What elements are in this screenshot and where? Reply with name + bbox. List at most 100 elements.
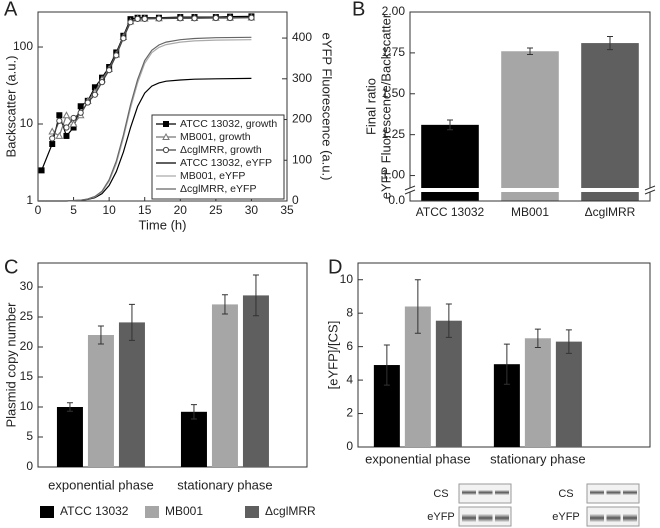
marker [91,91,99,98]
y-tick-label: 2 [346,406,353,420]
legend-label: ΔcglMRR, eYFP [180,183,256,195]
marker [56,117,63,124]
legend-label: MB001, eYFP [180,170,245,182]
y-tick-label: 0 [26,459,33,473]
legend-label: ATCC 13032, growth [180,118,277,130]
marker [49,135,56,142]
bar [118,322,145,467]
marker [77,103,84,110]
blot-band [462,490,476,495]
y-tick-label: 10 [20,116,34,130]
error-bar [607,36,613,51]
axis-break-gap [404,188,656,192]
y-tick-label: 1.75 [382,45,406,59]
x-tick-label: 5 [70,203,77,217]
marker [62,111,71,119]
series-line [38,36,252,202]
x-tick-label: exponential phase [48,477,154,492]
x-tick-label: stationary phase [490,451,585,466]
x-tick-label: exponential phase [365,451,471,466]
error-bar [565,329,572,354]
marker [77,109,84,116]
y-tick-label: 6 [346,339,353,353]
y-axis-label: eYFP Fluorescence/Backscatter [378,13,393,199]
marker [248,14,255,21]
marker [70,114,77,122]
marker [191,15,198,22]
x-tick-label: ΔcglMRR [585,205,636,219]
marker [155,15,163,22]
bar [501,51,559,201]
x-tick-label: 0 [35,203,42,217]
panel-letter: B [352,0,365,20]
y-tick-label: 25 [20,309,34,323]
marker [177,15,184,22]
marker [212,14,219,22]
panel-letter: A [4,0,18,20]
panel-letter: C [4,256,18,278]
marker [113,52,120,59]
error-bar [66,402,73,412]
legend-label: ΔcglMRR, growth [180,144,262,156]
blot-band [478,514,493,522]
x-axis-label: Time (h) [139,217,187,232]
blot-band [623,514,637,522]
error-bar [534,328,541,348]
blot-label: CS [558,488,573,500]
panel-letter: D [328,256,342,278]
marker [63,124,70,131]
marker [49,140,56,147]
legend-swatch [245,506,259,518]
x-tick-label: 20 [174,203,188,217]
error-bar [414,279,421,334]
legend-label: ATCC 13032 [60,504,129,518]
break-marks [404,185,656,195]
marker [63,132,70,139]
legend-label: ATCC 13032, eYFP [180,157,272,169]
blot-label: eYFP [427,511,455,523]
y-tick-label: 4 [346,372,353,386]
x-tick-label: 10 [102,203,116,217]
y2-tick-label: 300 [292,71,312,85]
error-bar [445,303,452,338]
marker [120,35,127,42]
marker [141,15,148,22]
error-bar [97,325,104,345]
plot-frame [37,11,288,202]
y-tick-label: 1 [26,193,33,207]
legend-box [151,114,285,200]
x-tick-label: 25 [209,203,223,217]
y-axis-label: Backscatter (a.u.) [3,56,18,158]
x-tick-label: stationary phase [177,477,272,492]
y-tick-label: 1.50 [382,86,406,100]
y-tick-label: 10 [20,399,34,413]
marker [69,119,78,128]
blot-band [495,490,509,495]
bar [581,43,639,201]
blot-label: CS [433,488,448,500]
legend-label: MB001, growth [180,131,251,143]
error-bar [503,343,510,385]
y2-tick-label: 100 [292,152,312,166]
bar [524,338,551,447]
legend-swatch [145,506,159,518]
marker [106,67,113,74]
y-tick-label: 8 [346,305,353,319]
blot-band [606,490,621,495]
blot-band [606,514,621,522]
marker [98,79,106,86]
x-tick-label: 35 [280,203,294,217]
y-tick-label: 10 [340,272,354,286]
bar [56,407,83,467]
marker [56,112,63,119]
marker [48,127,57,135]
y-tick-label: 0.0 [388,193,405,207]
y-tick-label: 100 [13,39,33,53]
blot-band [462,514,476,522]
y2-tick-label: 0 [292,193,299,207]
bar [211,304,238,467]
bar [555,341,582,447]
x-tick-label: 15 [138,203,152,217]
blot-label: eYFP [552,511,580,523]
